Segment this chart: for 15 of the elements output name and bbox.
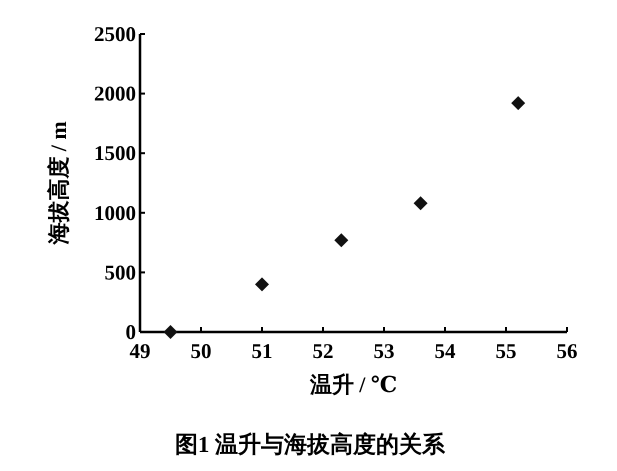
y-axis-title: 海拔高度 / m	[46, 121, 71, 246]
text: 图1 温升与海拔高度的关系	[174, 431, 446, 457]
y-tick-label: 1000	[94, 200, 136, 225]
x-tick-label: 53	[374, 339, 394, 363]
y-tick-label: 2000	[94, 82, 136, 106]
y-tick-label: 1500	[94, 141, 136, 166]
x-tick-label: 52	[312, 339, 334, 363]
x-tick-label: 51	[252, 339, 272, 363]
y-tick-label: 500	[104, 260, 136, 284]
x-tick-label: 55	[496, 339, 516, 363]
x-tick-label: 56	[556, 339, 578, 363]
x-tick-label: 54	[434, 339, 456, 363]
x-axis-title: 温升 / ℃	[308, 372, 398, 397]
x-tick-label: 50	[190, 339, 212, 363]
y-tick-label: 2500	[94, 22, 136, 46]
